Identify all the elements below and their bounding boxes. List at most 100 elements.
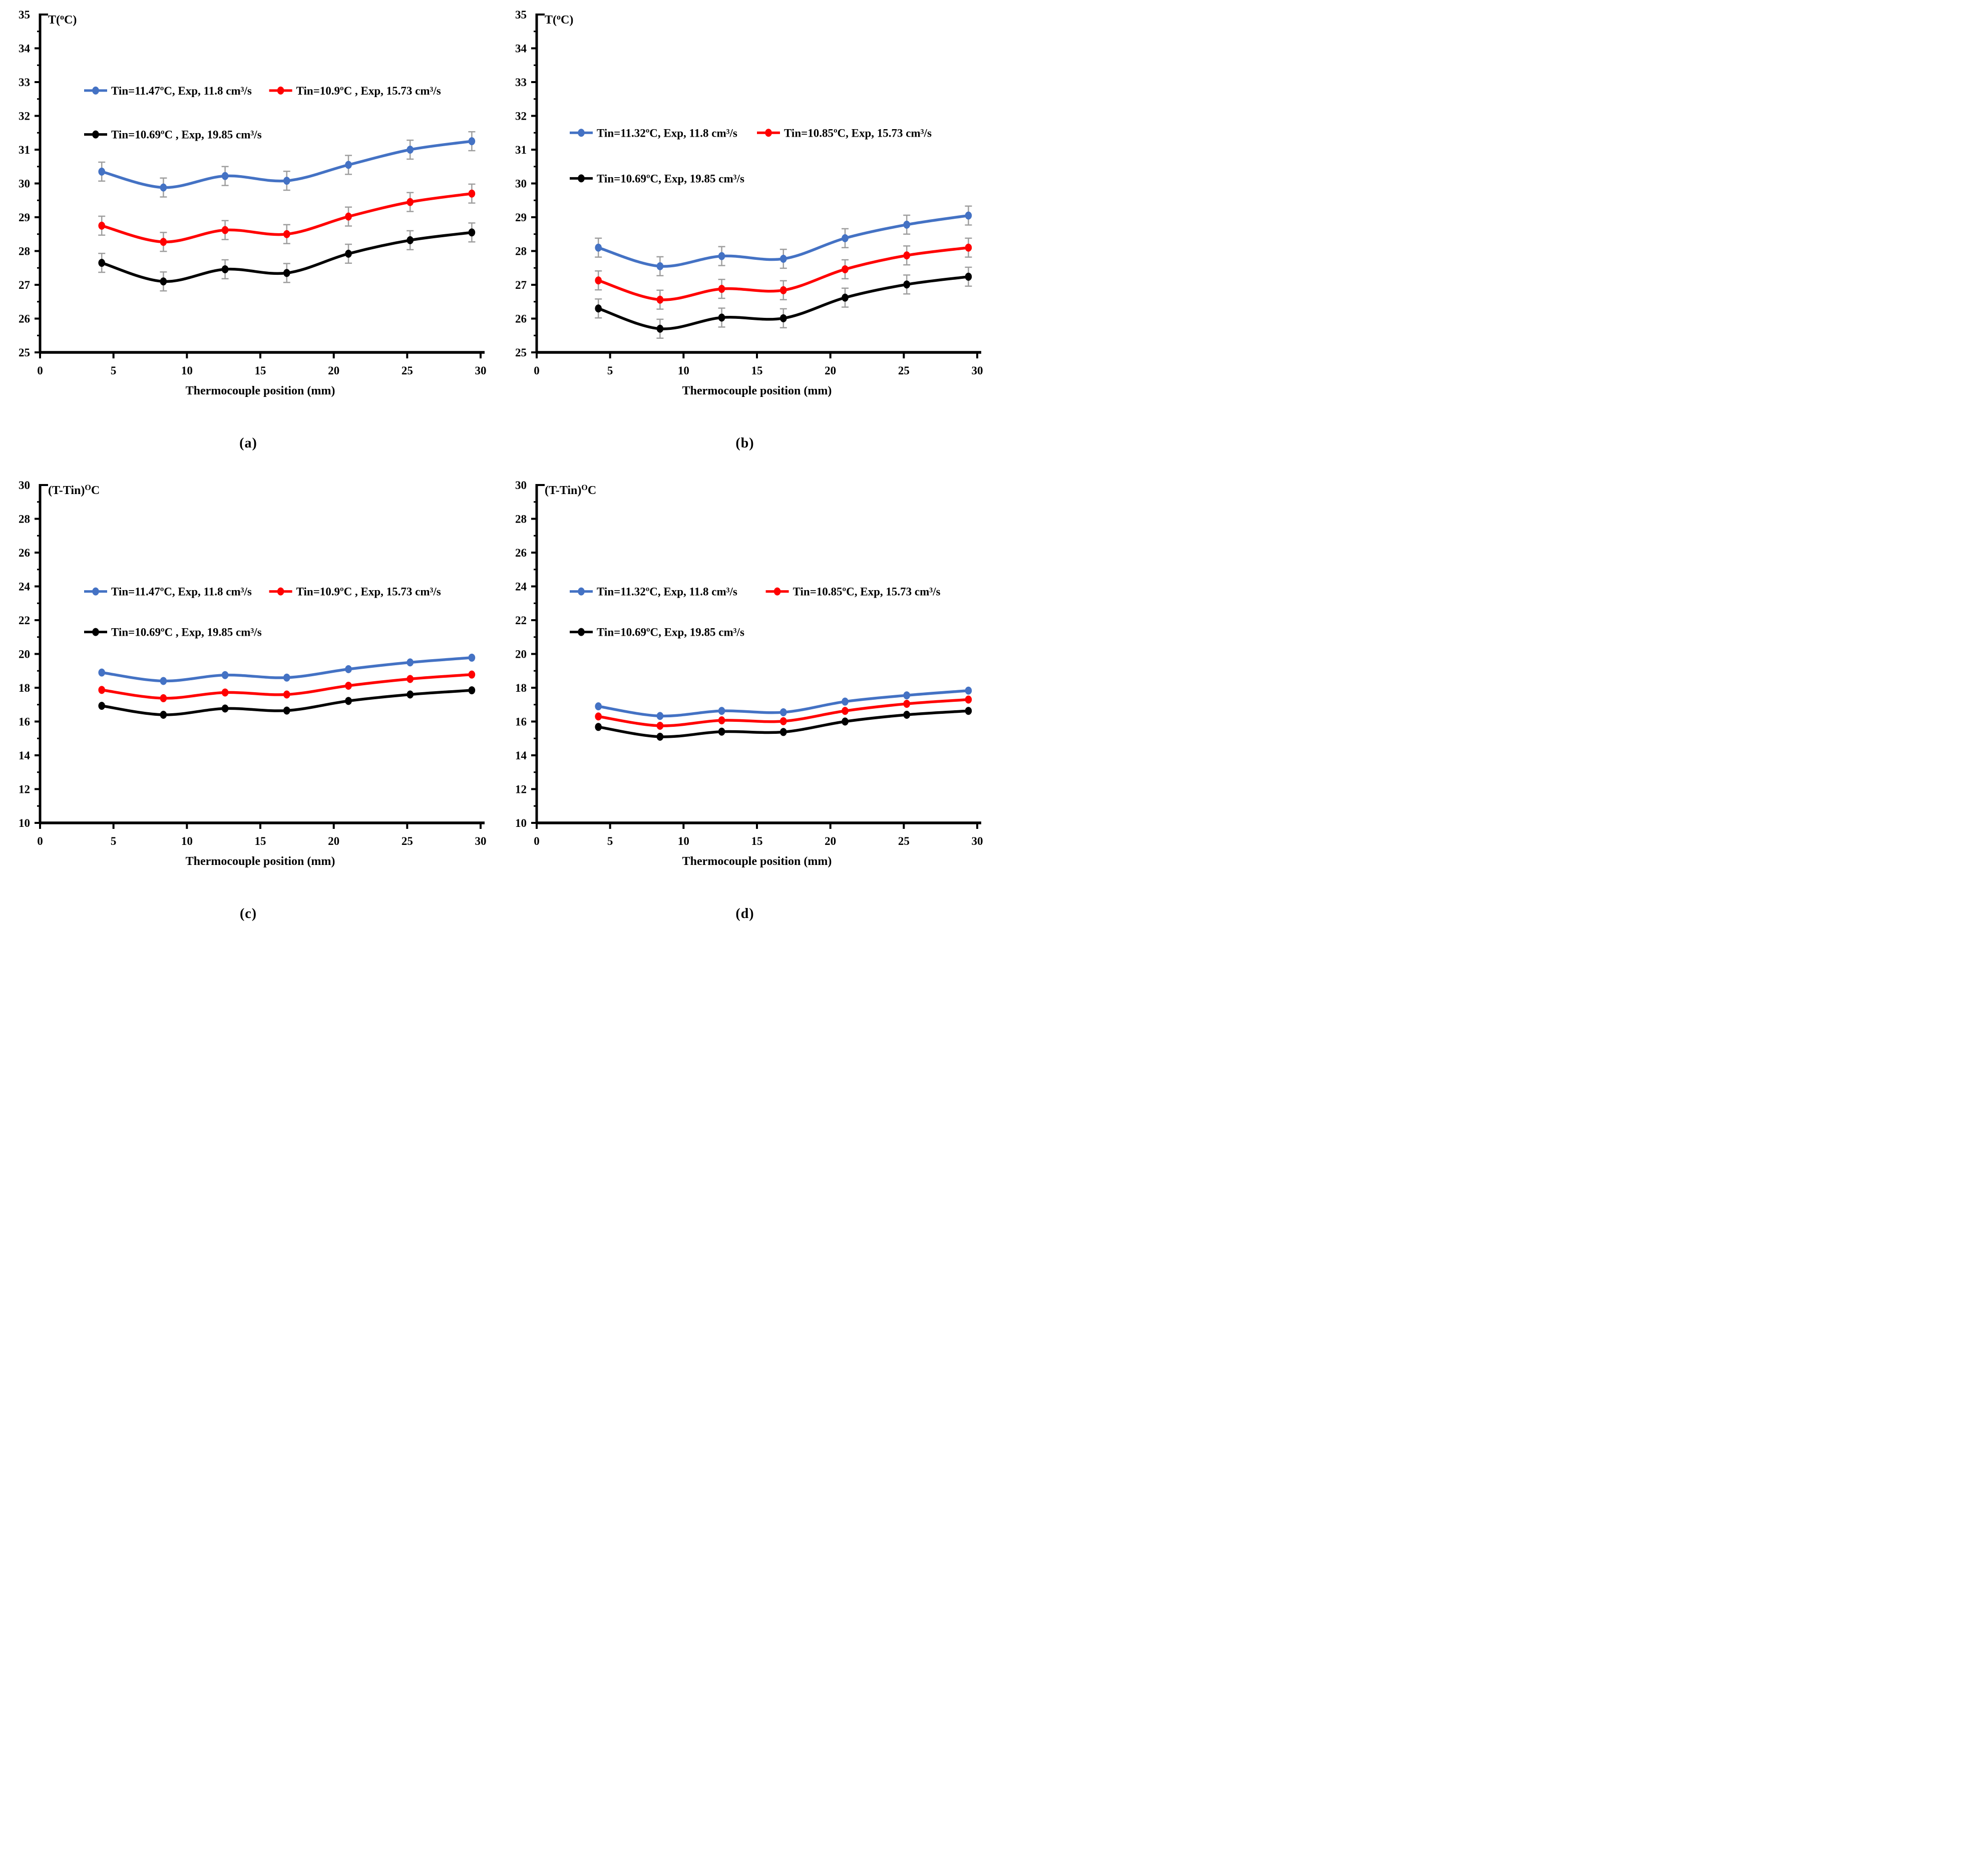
x-axis-title: Thermocouple position (mm) xyxy=(186,855,335,868)
data-point xyxy=(656,262,664,270)
y-tick-label: 33 xyxy=(515,76,527,89)
chart-panel-c: 10 12 14 16 18 20 22 24 26 28 30 0 5 10 15 20 25 30 Thermo… xyxy=(0,473,497,934)
figure-grid: 25 26 27 28 29 30 31 32 33 34 35 0 5 10 15 20 25 30 Thermo… xyxy=(0,0,994,934)
data-point xyxy=(98,259,105,267)
y-axis-title: T(oC) xyxy=(545,13,573,27)
legend-label: Tin=10.69ºC , Exp, 19.85 cm³/s xyxy=(111,626,262,639)
x-tick-label: 20 xyxy=(825,364,836,377)
y-tick-label: 32 xyxy=(19,110,30,123)
data-point xyxy=(345,681,352,690)
chart-panel-b: 25 26 27 28 29 30 31 32 33 34 35 0 5 10 15 20 25 30 Thermo… xyxy=(497,2,993,463)
data-point xyxy=(842,717,849,726)
data-point xyxy=(903,251,910,260)
legend-marker xyxy=(578,129,585,137)
x-tick-label: 30 xyxy=(475,835,487,847)
data-point xyxy=(98,686,105,694)
legend-label: Tin=10.85ºC, Exp, 15.73 cm³/s xyxy=(784,127,932,139)
legend-label: Tin=11.32ºC, Exp, 11.8 cm³/s xyxy=(597,586,737,598)
panel-label-d: (d) xyxy=(735,906,754,921)
data-point xyxy=(221,671,229,679)
data-point xyxy=(656,324,664,333)
data-point xyxy=(903,220,910,229)
y-tick-label: 35 xyxy=(19,9,30,21)
data-point xyxy=(842,697,849,706)
data-point xyxy=(965,695,972,704)
x-tick-label: 15 xyxy=(751,364,763,377)
data-point xyxy=(595,304,602,313)
legend-marker xyxy=(578,587,585,596)
y-tick-label: 30 xyxy=(515,178,527,190)
panel-label-a: (a) xyxy=(239,435,257,451)
y-tick-label: 25 xyxy=(515,346,527,359)
data-point xyxy=(283,690,290,699)
y-tick-label: 18 xyxy=(19,682,30,694)
data-point xyxy=(595,723,602,731)
data-point xyxy=(718,285,725,293)
y-tick-label: 31 xyxy=(19,144,30,156)
legend-marker xyxy=(773,587,781,596)
y-tick-label: 34 xyxy=(19,43,31,55)
data-point xyxy=(656,732,664,741)
data-point xyxy=(98,221,105,230)
x-tick-label: 10 xyxy=(181,835,193,847)
data-point xyxy=(160,277,167,286)
data-point xyxy=(221,688,229,697)
chart-d-canvas: 10 12 14 16 18 20 22 24 26 28 30 0 5 10 15 20 25 30 Thermo… xyxy=(515,479,983,868)
data-point xyxy=(468,137,476,146)
data-point xyxy=(468,228,476,237)
x-tick-label: 15 xyxy=(255,364,266,377)
data-point xyxy=(842,293,849,302)
x-tick-label: 30 xyxy=(475,364,487,377)
data-point xyxy=(345,161,352,169)
legend-label: Tin=10.9ºC , Exp, 15.73 cm³/s xyxy=(296,85,441,97)
y-tick-label: 16 xyxy=(19,716,30,728)
data-point xyxy=(283,177,290,185)
legend-label: Tin=11.47ºC, Exp, 11.8 cm³/s xyxy=(111,85,252,97)
data-point xyxy=(718,707,725,715)
data-point xyxy=(595,712,602,721)
x-tick-label: 0 xyxy=(534,835,540,847)
legend-marker xyxy=(578,628,585,636)
y-tick-label: 35 xyxy=(515,9,527,21)
data-point xyxy=(345,249,352,258)
data-point xyxy=(468,686,476,695)
y-tick-label: 27 xyxy=(19,279,30,291)
y-tick-label: 29 xyxy=(515,211,527,224)
data-point xyxy=(656,712,664,720)
x-tick-label: 10 xyxy=(678,364,689,377)
chart-panel-a: 25 26 27 28 29 30 31 32 33 34 35 0 5 10 15 20 25 30 Thermo… xyxy=(0,2,497,463)
y-tick-label: 22 xyxy=(19,614,30,627)
x-tick-label: 25 xyxy=(898,835,910,847)
data-point xyxy=(780,728,787,736)
y-tick-label: 26 xyxy=(515,547,527,559)
legend-marker xyxy=(765,129,772,137)
legend-label: Tin=10.9ºC , Exp, 15.73 cm³/s xyxy=(296,586,441,598)
data-point xyxy=(407,146,414,154)
data-point xyxy=(160,677,167,685)
y-tick-label: 10 xyxy=(19,817,30,829)
legend-label: Tin=10.69ºC, Exp, 19.85 cm³/s xyxy=(597,626,744,639)
data-point xyxy=(468,653,476,662)
x-tick-label: 20 xyxy=(825,835,836,847)
data-point xyxy=(283,673,290,682)
data-point xyxy=(780,708,787,716)
y-tick-label: 30 xyxy=(19,178,30,190)
x-tick-label: 25 xyxy=(402,364,413,377)
legend-marker xyxy=(578,174,585,183)
data-point xyxy=(965,272,972,281)
y-tick-label: 31 xyxy=(515,144,527,156)
data-point xyxy=(468,189,476,198)
x-tick-label: 15 xyxy=(751,835,763,847)
x-tick-label: 5 xyxy=(111,835,117,847)
data-point xyxy=(98,668,105,677)
data-point xyxy=(780,286,787,294)
x-tick-label: 5 xyxy=(607,364,613,377)
y-tick-label: 24 xyxy=(515,581,527,593)
data-point xyxy=(780,314,787,322)
y-axis-title: (T-Tin)OC xyxy=(545,484,596,498)
data-point xyxy=(842,234,849,242)
data-point xyxy=(283,230,290,238)
data-point xyxy=(160,694,167,702)
y-tick-label: 24 xyxy=(19,581,31,593)
data-point xyxy=(903,691,910,700)
